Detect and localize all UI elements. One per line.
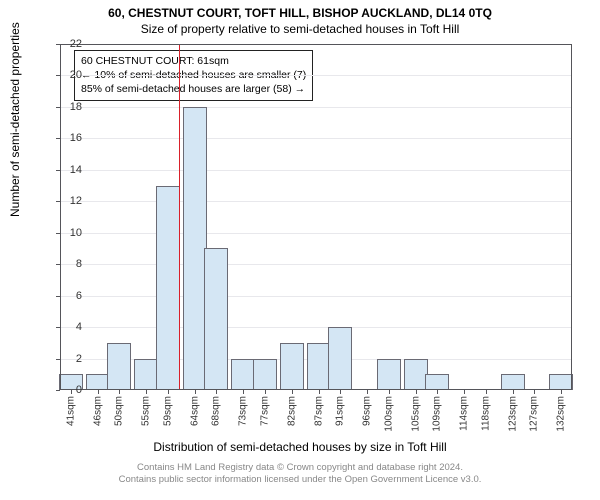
xtick-mark (71, 390, 72, 394)
xtick-mark (437, 390, 438, 394)
xtick-mark (195, 390, 196, 394)
xtick-mark (561, 390, 562, 394)
xtick-mark (513, 390, 514, 394)
ytick-label: 14 (70, 164, 82, 176)
histogram-bar (204, 248, 228, 390)
ytick-label: 20 (70, 69, 82, 81)
xtick-mark (340, 390, 341, 394)
histogram-bar (156, 186, 180, 390)
ytick-label: 6 (76, 290, 82, 302)
xtick-mark (389, 390, 390, 394)
xtick-mark (216, 390, 217, 394)
ytick-mark (56, 75, 60, 76)
property-marker-line (179, 44, 181, 390)
ytick-mark (56, 44, 60, 45)
xtick-mark (416, 390, 417, 394)
xtick-label: 41sqm (65, 396, 76, 426)
xtick-label: 118sqm (480, 396, 491, 431)
ytick-label: 4 (76, 321, 82, 333)
xtick-label: 123sqm (507, 396, 518, 432)
ytick-label: 16 (70, 132, 82, 144)
ytick-mark (56, 359, 60, 360)
ytick-mark (56, 138, 60, 139)
y-axis-label: Number of semi-detached properties (8, 22, 22, 217)
ytick-mark (56, 201, 60, 202)
gridline (60, 170, 572, 171)
ytick-label: 22 (70, 38, 82, 50)
ytick-label: 8 (76, 258, 82, 270)
xtick-mark (119, 390, 120, 394)
xtick-label: 46sqm (92, 396, 103, 426)
ytick-mark (56, 296, 60, 297)
ytick-mark (56, 264, 60, 265)
annotation-line1: 60 CHESTNUT COURT: 61sqm (81, 54, 306, 68)
xtick-label: 59sqm (162, 396, 173, 426)
gridline (60, 327, 572, 328)
gridline (60, 138, 572, 139)
xtick-label: 73sqm (238, 396, 249, 426)
xtick-label: 127sqm (529, 396, 540, 432)
xtick-label: 77sqm (259, 396, 270, 426)
footer-line2: Contains public sector information licen… (0, 474, 600, 486)
histogram-bar (549, 374, 573, 390)
xtick-mark (367, 390, 368, 394)
ytick-label: 18 (70, 101, 82, 113)
xtick-mark (243, 390, 244, 394)
xtick-label: 64sqm (189, 396, 200, 426)
chart-subtitle: Size of property relative to semi-detach… (0, 20, 600, 36)
gridline (60, 75, 572, 76)
gridline (60, 296, 572, 297)
gridline (60, 107, 572, 108)
xtick-mark (98, 390, 99, 394)
footer-attribution: Contains HM Land Registry data © Crown c… (0, 462, 600, 487)
footer-line1: Contains HM Land Registry data © Crown c… (0, 462, 600, 474)
chart-title-address: 60, CHESTNUT COURT, TOFT HILL, BISHOP AU… (0, 0, 600, 20)
xtick-mark (168, 390, 169, 394)
ytick-mark (56, 390, 60, 391)
xtick-label: 109sqm (432, 396, 443, 432)
xtick-label: 114sqm (459, 396, 470, 431)
plot-area: 60 CHESTNUT COURT: 61sqm ← 10% of semi-d… (60, 44, 572, 390)
histogram-bar (280, 343, 304, 390)
xtick-label: 68sqm (211, 396, 222, 426)
ytick-mark (56, 327, 60, 328)
histogram-bar (425, 374, 449, 390)
xtick-label: 105sqm (410, 396, 421, 432)
gridline (60, 233, 572, 234)
histogram-bar (501, 374, 525, 390)
xtick-mark (146, 390, 147, 394)
xtick-label: 132sqm (556, 396, 567, 432)
histogram-bar (253, 359, 277, 390)
xtick-label: 100sqm (383, 396, 394, 432)
x-axis-label: Distribution of semi-detached houses by … (0, 440, 600, 454)
xtick-label: 96sqm (362, 396, 373, 426)
histogram-bar (107, 343, 131, 390)
ytick-label: 10 (70, 227, 82, 239)
xtick-label: 82sqm (286, 396, 297, 426)
xtick-label: 50sqm (114, 396, 125, 426)
xtick-mark (464, 390, 465, 394)
xtick-label: 55sqm (141, 396, 152, 426)
histogram-bar (377, 359, 401, 390)
annotation-line3: 85% of semi-detached houses are larger (… (81, 82, 306, 96)
xtick-mark (319, 390, 320, 394)
ytick-label: 0 (76, 384, 82, 396)
histogram-bar (328, 327, 352, 390)
ytick-label: 2 (76, 353, 82, 365)
xtick-label: 87sqm (313, 396, 324, 426)
gridline (60, 264, 572, 265)
xtick-label: 91sqm (335, 396, 346, 426)
ytick-label: 12 (70, 195, 82, 207)
gridline (60, 201, 572, 202)
chart-container: 60, CHESTNUT COURT, TOFT HILL, BISHOP AU… (0, 0, 600, 500)
xtick-mark (486, 390, 487, 394)
ytick-mark (56, 107, 60, 108)
xtick-mark (292, 390, 293, 394)
ytick-mark (56, 170, 60, 171)
xtick-mark (265, 390, 266, 394)
ytick-mark (56, 233, 60, 234)
xtick-mark (534, 390, 535, 394)
